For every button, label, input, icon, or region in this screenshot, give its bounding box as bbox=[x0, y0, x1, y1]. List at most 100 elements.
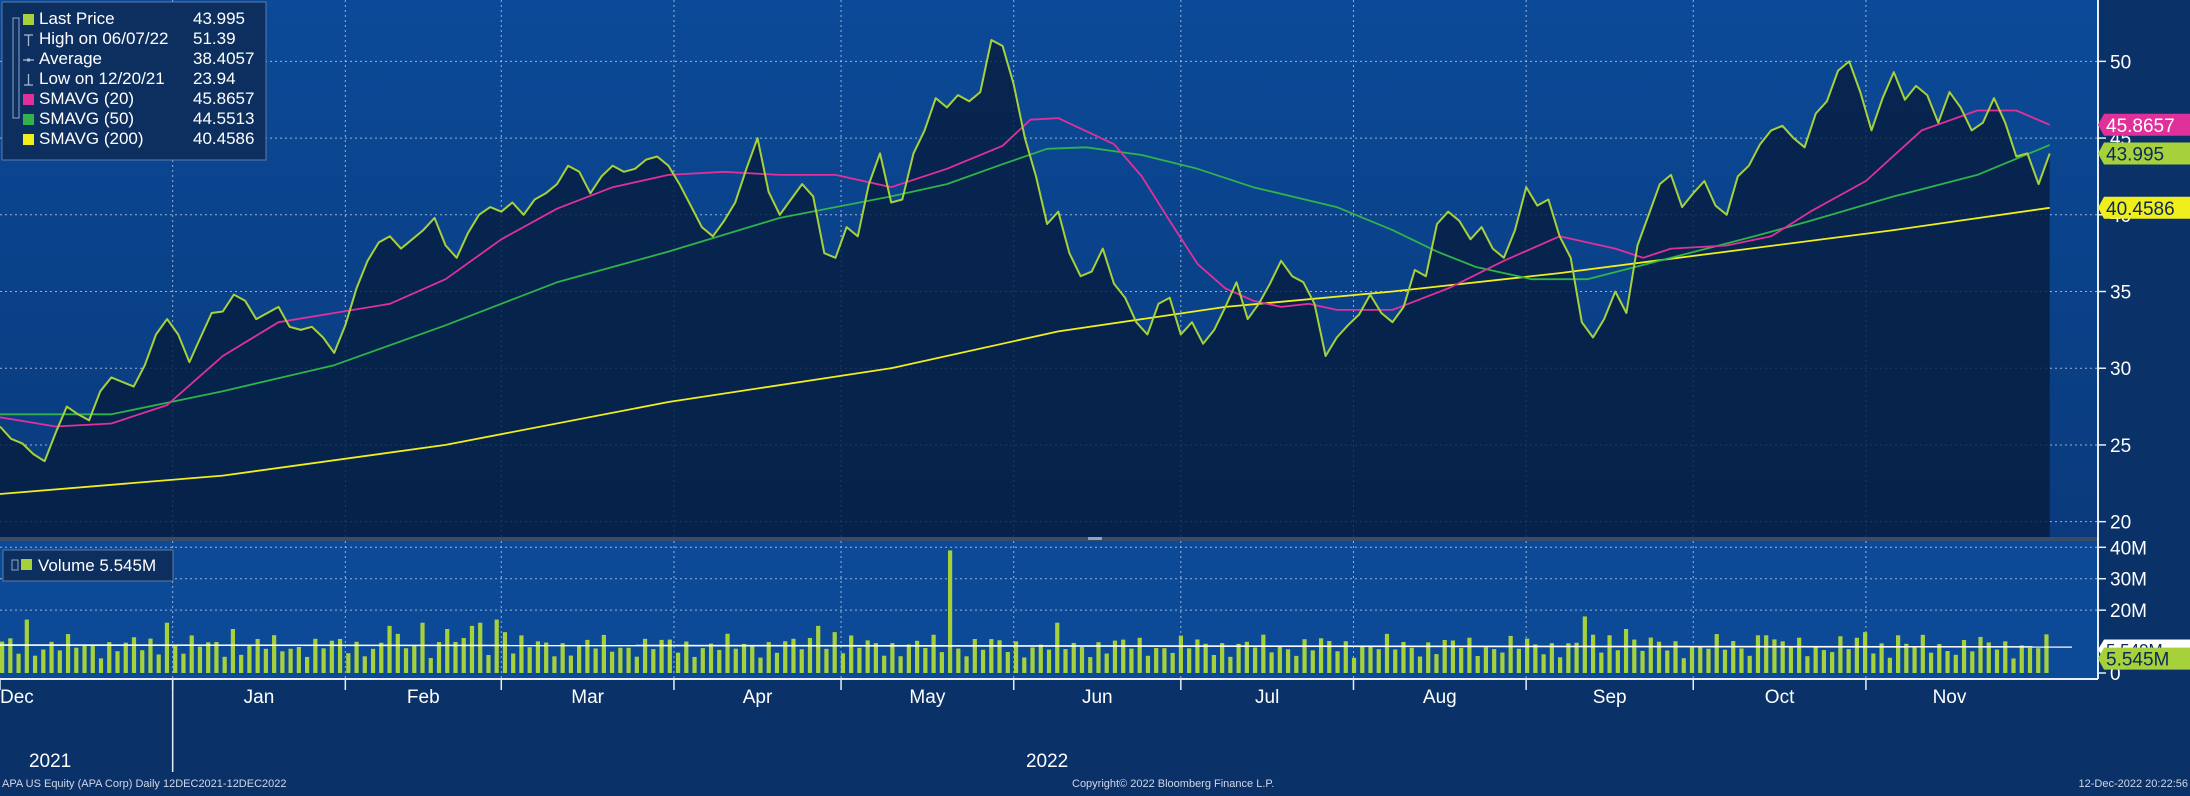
volume-bar bbox=[173, 645, 178, 673]
volume-bar bbox=[692, 656, 697, 673]
price-legend[interactable]: Last Price 43.995 High on 06/07/22 51.39 Ave… bbox=[1, 1, 267, 161]
legend-value: 23.94 bbox=[193, 69, 236, 88]
volume-bar bbox=[956, 648, 961, 673]
volume-bar bbox=[1459, 647, 1464, 673]
last-price-line bbox=[0, 39, 2051, 463]
volume-legend-collapse-icon[interactable] bbox=[11, 559, 19, 571]
volume-bar bbox=[1772, 639, 1777, 673]
volume-bar bbox=[601, 634, 606, 673]
volume-bar bbox=[774, 652, 780, 673]
volume-bar bbox=[651, 649, 656, 673]
volume-bar bbox=[1228, 656, 1233, 673]
volume-bar bbox=[288, 648, 293, 673]
volume-bar bbox=[873, 643, 879, 673]
legend-collapse-icon[interactable] bbox=[12, 17, 20, 119]
volume-bar bbox=[1154, 648, 1159, 673]
volume-bar bbox=[939, 652, 944, 673]
volume-bar bbox=[65, 634, 71, 673]
volume-bar bbox=[816, 625, 821, 673]
legend-value: 40.4586 bbox=[193, 129, 254, 148]
volume-bar bbox=[1648, 637, 1653, 673]
price-area bbox=[0, 40, 2050, 537]
volume-bar bbox=[461, 637, 466, 673]
volume-bar bbox=[1030, 647, 1035, 673]
volume-bar bbox=[1640, 650, 1645, 673]
volume-bar bbox=[585, 639, 590, 673]
volume-bar bbox=[1970, 651, 1975, 673]
volume-bar bbox=[148, 638, 153, 673]
volume-bar bbox=[222, 656, 227, 673]
volume-bar bbox=[783, 641, 788, 673]
volume-bar bbox=[1368, 645, 1373, 673]
volume-bar bbox=[1978, 636, 1983, 673]
price-series bbox=[0, 39, 2051, 495]
price-value-label: 40.4586 bbox=[2106, 199, 2175, 220]
volume-bar bbox=[1846, 649, 1851, 673]
volume-bar bbox=[189, 635, 194, 673]
volume-bar bbox=[41, 649, 46, 673]
volume-bar bbox=[395, 633, 400, 673]
volume-bar bbox=[1558, 657, 1563, 673]
volume-bar bbox=[1492, 649, 1497, 673]
volume-bar bbox=[16, 653, 21, 673]
volume-bar bbox=[445, 629, 450, 673]
volume-bar bbox=[1780, 641, 1785, 673]
volume-bar bbox=[403, 648, 409, 673]
volume-bar bbox=[915, 640, 920, 673]
volume-bar bbox=[255, 638, 260, 673]
time-axis-background bbox=[0, 679, 2098, 791]
volume-bar bbox=[1673, 641, 1678, 673]
panel-divider[interactable] bbox=[0, 537, 2098, 541]
average-marker-dot-icon bbox=[26, 58, 31, 62]
volume-bar bbox=[2027, 647, 2033, 673]
price-value-label: 45.8657 bbox=[2106, 116, 2175, 137]
volume-bar bbox=[1887, 657, 1892, 673]
volume-bar bbox=[527, 647, 532, 673]
volume-bar bbox=[49, 641, 54, 673]
volume-bar bbox=[436, 642, 442, 673]
volume-value-label: 5.545M bbox=[2106, 650, 2169, 671]
volume-bar bbox=[1178, 635, 1184, 673]
volume-bar bbox=[989, 639, 994, 673]
volume-bar bbox=[659, 639, 664, 673]
volume-bar bbox=[1698, 646, 1703, 673]
volume-bar bbox=[1104, 653, 1109, 673]
volume-bar bbox=[1351, 657, 1357, 673]
volume-bar bbox=[1483, 647, 1489, 673]
volume-bar bbox=[1632, 639, 1637, 673]
volume-bar bbox=[1302, 639, 1307, 673]
time-axis: Dec Jan Feb Mar Apr May Jun Jul Aug Sep Oct Nov 2021… bbox=[0, 679, 1967, 772]
volume-bar bbox=[1145, 655, 1151, 673]
volume-bar bbox=[1508, 635, 1513, 673]
volume-bar bbox=[791, 638, 796, 673]
price-legend-box bbox=[1, 1, 267, 161]
volume-bar bbox=[164, 622, 170, 673]
volume-bar bbox=[1994, 649, 2000, 673]
volume-bar bbox=[206, 642, 211, 673]
volume-bar bbox=[57, 650, 62, 673]
volume-bar bbox=[1096, 642, 1101, 673]
volume-bar bbox=[32, 655, 38, 673]
volume-bar bbox=[1195, 639, 1200, 673]
volume-bar bbox=[890, 643, 895, 673]
footer-right: 12-Dec-2022 20:22:56 bbox=[2079, 778, 2188, 790]
volume-bar bbox=[1467, 637, 1472, 673]
volume-bar bbox=[1912, 646, 1917, 673]
volume-bar bbox=[1681, 658, 1686, 673]
volume-bar bbox=[882, 655, 887, 673]
volume-bar bbox=[1706, 648, 1711, 673]
legend-value: 38.4057 bbox=[193, 49, 254, 68]
month-label: Aug bbox=[1423, 687, 1457, 708]
divider-handle[interactable] bbox=[1088, 537, 1102, 540]
volume-legend[interactable]: Volume 5.545M bbox=[2, 549, 174, 582]
volume-bar bbox=[1895, 635, 1901, 673]
volume-bar bbox=[1426, 642, 1431, 673]
legend-value: 51.39 bbox=[193, 29, 236, 48]
volume-bar bbox=[494, 619, 499, 673]
volume-bar bbox=[857, 647, 862, 673]
volume-bar bbox=[247, 645, 252, 673]
volume-bar bbox=[2036, 648, 2041, 673]
volume-bar bbox=[214, 642, 219, 673]
volume-bar bbox=[313, 638, 318, 673]
